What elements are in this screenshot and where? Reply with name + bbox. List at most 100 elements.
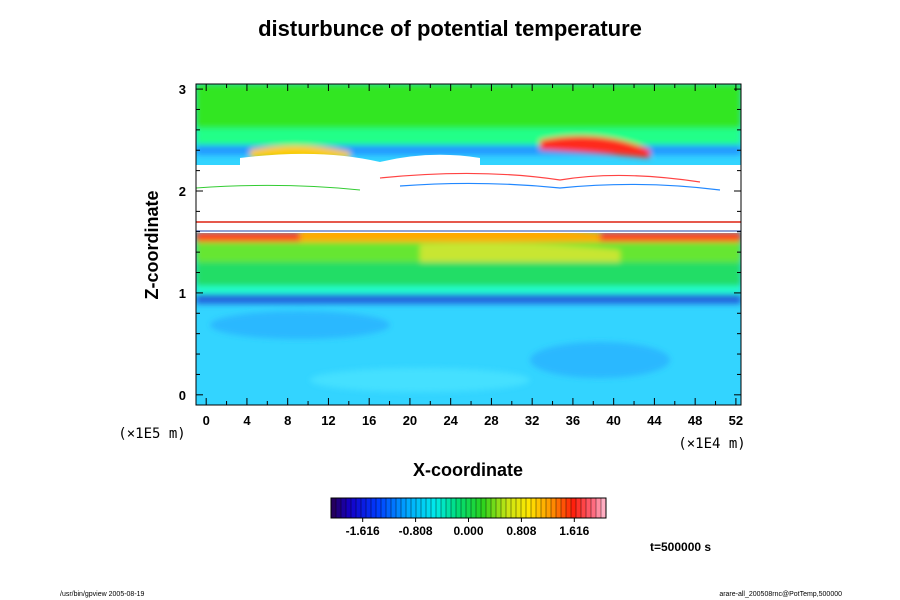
y-tick-label: 2 xyxy=(179,184,186,199)
colorbar-cell xyxy=(536,498,542,518)
x-tick-label: 24 xyxy=(443,413,458,428)
x-tick-label: 40 xyxy=(606,413,620,428)
colorbar-cell xyxy=(586,498,592,518)
colorbar-cell xyxy=(551,498,557,518)
x-tick-label: 20 xyxy=(403,413,417,428)
colorbar-cell xyxy=(376,498,382,518)
colorbar-cell xyxy=(476,498,482,518)
colorbar-cell xyxy=(471,498,477,518)
colorbar-cell xyxy=(381,498,387,518)
colorbar-cell xyxy=(351,498,357,518)
contour-streak-3 xyxy=(196,184,361,191)
colorbar-cell xyxy=(461,498,467,518)
colorbar-cell xyxy=(336,498,342,518)
colorbar-cell xyxy=(401,498,407,518)
colorbar-cell xyxy=(456,498,462,518)
y-tick-label: 1 xyxy=(179,286,186,301)
field-blur-group xyxy=(196,84,741,392)
colorbar-cell xyxy=(436,498,442,518)
colorbar-cell xyxy=(541,498,547,518)
colorbar-cell xyxy=(591,498,597,518)
colorbar-cell xyxy=(521,498,527,518)
colorbar xyxy=(331,498,607,518)
colorbar-cell xyxy=(596,498,602,518)
x-tick-label: 0 xyxy=(203,413,210,428)
colorbar-cell xyxy=(601,498,607,518)
colorbar-cell xyxy=(481,498,487,518)
colorbar-tick-label: -0.808 xyxy=(399,524,433,538)
footer-left: /usr/bin/gpview 2005-08-19 xyxy=(60,591,145,598)
colorbar-cell xyxy=(371,498,377,518)
colorbar-cell xyxy=(576,498,582,518)
y-tick-labels: 0 1 2 3 xyxy=(179,82,186,403)
plot-frame xyxy=(195,83,742,406)
colorbar-cell xyxy=(356,498,362,518)
footer-right: arare-all_200508rnc@PotTemp,500000 xyxy=(719,591,842,598)
upper-blue-band xyxy=(196,145,741,155)
upper-green-band xyxy=(196,84,741,134)
plot-area xyxy=(196,84,741,405)
colorbar-cell xyxy=(391,498,397,518)
colorbar-cell xyxy=(406,498,412,518)
colorbar-cell xyxy=(581,498,587,518)
contour-streak-1 xyxy=(379,172,701,183)
colorbar-cell xyxy=(411,498,417,518)
colorbar-cell xyxy=(496,498,502,518)
x-axis-title: X-coordinate xyxy=(413,460,523,480)
colorbar-cell xyxy=(566,498,572,518)
chart-title: disturbunce of potential temperature xyxy=(258,16,642,41)
colorbar-cell xyxy=(506,498,512,518)
x-tick-label: 52 xyxy=(729,413,743,428)
colorbar-cell xyxy=(441,498,447,518)
contour-streak-2 xyxy=(399,182,721,191)
colorbar-cell xyxy=(361,498,367,518)
x-unit-label: (×1E4 m) xyxy=(678,436,745,452)
cyan-band xyxy=(196,286,741,296)
colorbar-cell xyxy=(386,498,392,518)
colorbar-cell xyxy=(531,498,537,518)
colorbar-cell xyxy=(561,498,567,518)
swirl-3 xyxy=(310,368,530,392)
swirl-2 xyxy=(530,342,670,378)
x-tick-label: 12 xyxy=(321,413,335,428)
colorbar-cell xyxy=(451,498,457,518)
x-tick-label: 8 xyxy=(284,413,291,428)
x-tick-label: 4 xyxy=(243,413,251,428)
colorbar-tick-label: 1.616 xyxy=(559,524,589,538)
colorbar-cell xyxy=(331,498,337,518)
colorbar-cell xyxy=(556,498,562,518)
swirl-1 xyxy=(210,311,390,339)
colorbar-tick-label: -1.616 xyxy=(346,524,380,538)
y-unit-label: (×1E5 m) xyxy=(118,426,185,442)
colorbar-cell xyxy=(396,498,402,518)
colorbar-cell xyxy=(346,498,352,518)
x-tick-label: 48 xyxy=(688,413,702,428)
colorbar-cell xyxy=(511,498,517,518)
blue-line-band xyxy=(196,294,741,304)
colorbar-cell xyxy=(501,498,507,518)
mid-green-band xyxy=(196,262,741,288)
colorbar-cell xyxy=(431,498,437,518)
colorbar-cell xyxy=(491,498,497,518)
colorbar-cell xyxy=(426,498,432,518)
colorbar-cell xyxy=(526,498,532,518)
x-tick-label: 44 xyxy=(647,413,662,428)
colorbar-cell xyxy=(571,498,577,518)
upper-red-patch xyxy=(540,135,650,158)
colorbar-cell xyxy=(446,498,452,518)
x-tick-label: 32 xyxy=(525,413,539,428)
colorbar-cell xyxy=(366,498,372,518)
colorbar-cell xyxy=(546,498,552,518)
x-tick-label: 36 xyxy=(566,413,580,428)
colorbar-cell xyxy=(466,498,472,518)
colorbar-cell xyxy=(421,498,427,518)
y-tick-label: 3 xyxy=(179,82,186,97)
colorbar-tick-label: 0.808 xyxy=(506,524,536,538)
x-tick-labels: 0 4 8 12 16 20 24 28 32 36 40 44 48 52 xyxy=(203,413,744,428)
x-tick-label: 16 xyxy=(362,413,376,428)
y-axis xyxy=(196,88,741,396)
out-of-range-upper-edge xyxy=(240,153,480,166)
mid-yellow-patch xyxy=(420,242,620,264)
colorbar-cell xyxy=(416,498,422,518)
